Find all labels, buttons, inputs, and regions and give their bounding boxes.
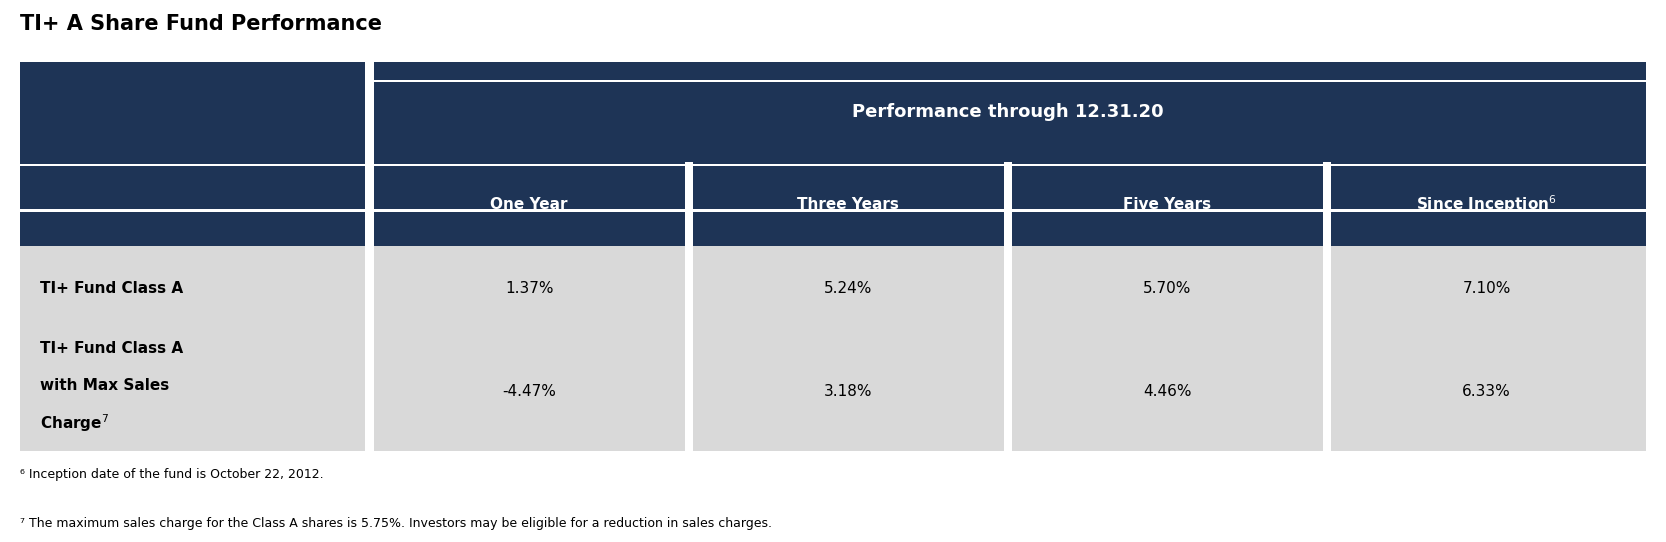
Bar xyxy=(685,162,693,246)
Bar xyxy=(370,80,1646,82)
Text: 4.46%: 4.46% xyxy=(1143,384,1191,399)
Text: TI+ Fund Class A: TI+ Fund Class A xyxy=(40,341,183,356)
Bar xyxy=(365,62,373,162)
Text: 7.10%: 7.10% xyxy=(1463,281,1511,295)
Text: -4.47%: -4.47% xyxy=(501,384,556,399)
Text: Charge$^7$: Charge$^7$ xyxy=(40,412,110,434)
Text: Five Years: Five Years xyxy=(1123,197,1211,211)
Bar xyxy=(365,246,373,330)
Text: 1.37%: 1.37% xyxy=(505,281,553,295)
Bar xyxy=(685,246,693,330)
Bar xyxy=(20,62,1646,162)
Bar xyxy=(1323,246,1331,330)
Text: 6.33%: 6.33% xyxy=(1463,384,1511,399)
Text: Performance through 12.31.20: Performance through 12.31.20 xyxy=(851,103,1163,121)
Bar xyxy=(365,162,373,246)
Text: Three Years: Three Years xyxy=(798,197,900,211)
Bar xyxy=(1003,330,1011,453)
Bar xyxy=(20,209,1646,211)
Text: Since Inception$^6$: Since Inception$^6$ xyxy=(1416,193,1556,215)
Text: TI+ A Share Fund Performance: TI+ A Share Fund Performance xyxy=(20,15,382,34)
Bar xyxy=(20,164,1646,166)
Bar xyxy=(20,162,1646,246)
Text: ⁶ Inception date of the fund is October 22, 2012.: ⁶ Inception date of the fund is October … xyxy=(20,468,323,481)
Text: with Max Sales: with Max Sales xyxy=(40,378,170,393)
Bar xyxy=(1323,330,1331,453)
Text: 5.24%: 5.24% xyxy=(825,281,873,295)
Text: TI+ Fund Class A: TI+ Fund Class A xyxy=(40,281,183,295)
Bar xyxy=(1323,162,1331,246)
Bar xyxy=(1003,246,1011,330)
Bar xyxy=(1003,162,1011,246)
Bar xyxy=(20,246,1646,330)
Text: ⁷ The maximum sales charge for the Class A shares is 5.75%. Investors may be eli: ⁷ The maximum sales charge for the Class… xyxy=(20,517,771,530)
Bar xyxy=(685,330,693,453)
Bar xyxy=(365,330,373,453)
Text: 3.18%: 3.18% xyxy=(825,384,873,399)
Bar xyxy=(20,330,1646,453)
Bar xyxy=(20,451,1646,454)
Text: One Year: One Year xyxy=(490,197,568,211)
Text: 5.70%: 5.70% xyxy=(1143,281,1191,295)
